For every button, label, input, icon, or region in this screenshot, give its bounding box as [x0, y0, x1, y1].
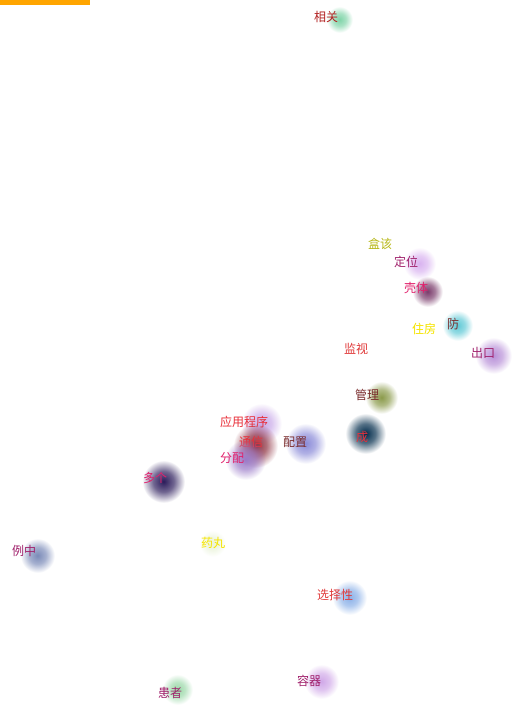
term-label: 容器: [296, 674, 322, 688]
term-label: 定位: [393, 255, 419, 269]
term-label: 分配: [219, 451, 245, 465]
term-label: 药丸: [200, 536, 226, 550]
term-blob: [305, 665, 339, 699]
term-label: 住房: [411, 322, 437, 336]
term-blob: [226, 440, 266, 480]
term-label: 例中: [11, 544, 37, 558]
term-blob: [327, 7, 353, 33]
term-label: 监视: [343, 342, 369, 356]
term-blob: [370, 234, 390, 254]
term-label: 相关: [313, 10, 339, 24]
accent-bar: [0, 0, 90, 5]
term-label: 壳体: [403, 281, 429, 295]
term-blob: [333, 581, 367, 615]
term-label: 防: [446, 317, 460, 331]
term-blob: [366, 382, 398, 414]
term-label: 配置: [282, 435, 308, 449]
term-blob: [413, 277, 443, 307]
term-blob: [21, 539, 55, 573]
term-blob: [200, 531, 226, 557]
term-blob: [143, 461, 185, 503]
term-blob: [404, 248, 436, 280]
term-blob: [476, 338, 512, 374]
term-label: 多个: [142, 471, 168, 485]
term-blob: [346, 340, 366, 360]
term-blob: [286, 424, 326, 464]
term-label: 成: [355, 430, 369, 444]
term-blob: [443, 311, 473, 341]
term-label: 管理: [354, 388, 380, 402]
term-blob: [414, 318, 434, 338]
term-label: 出口: [470, 346, 496, 360]
term-label: 患者: [157, 686, 183, 700]
term-label: 选择性: [316, 588, 354, 602]
term-label: 盒该: [367, 237, 393, 251]
term-blob: [346, 414, 386, 454]
